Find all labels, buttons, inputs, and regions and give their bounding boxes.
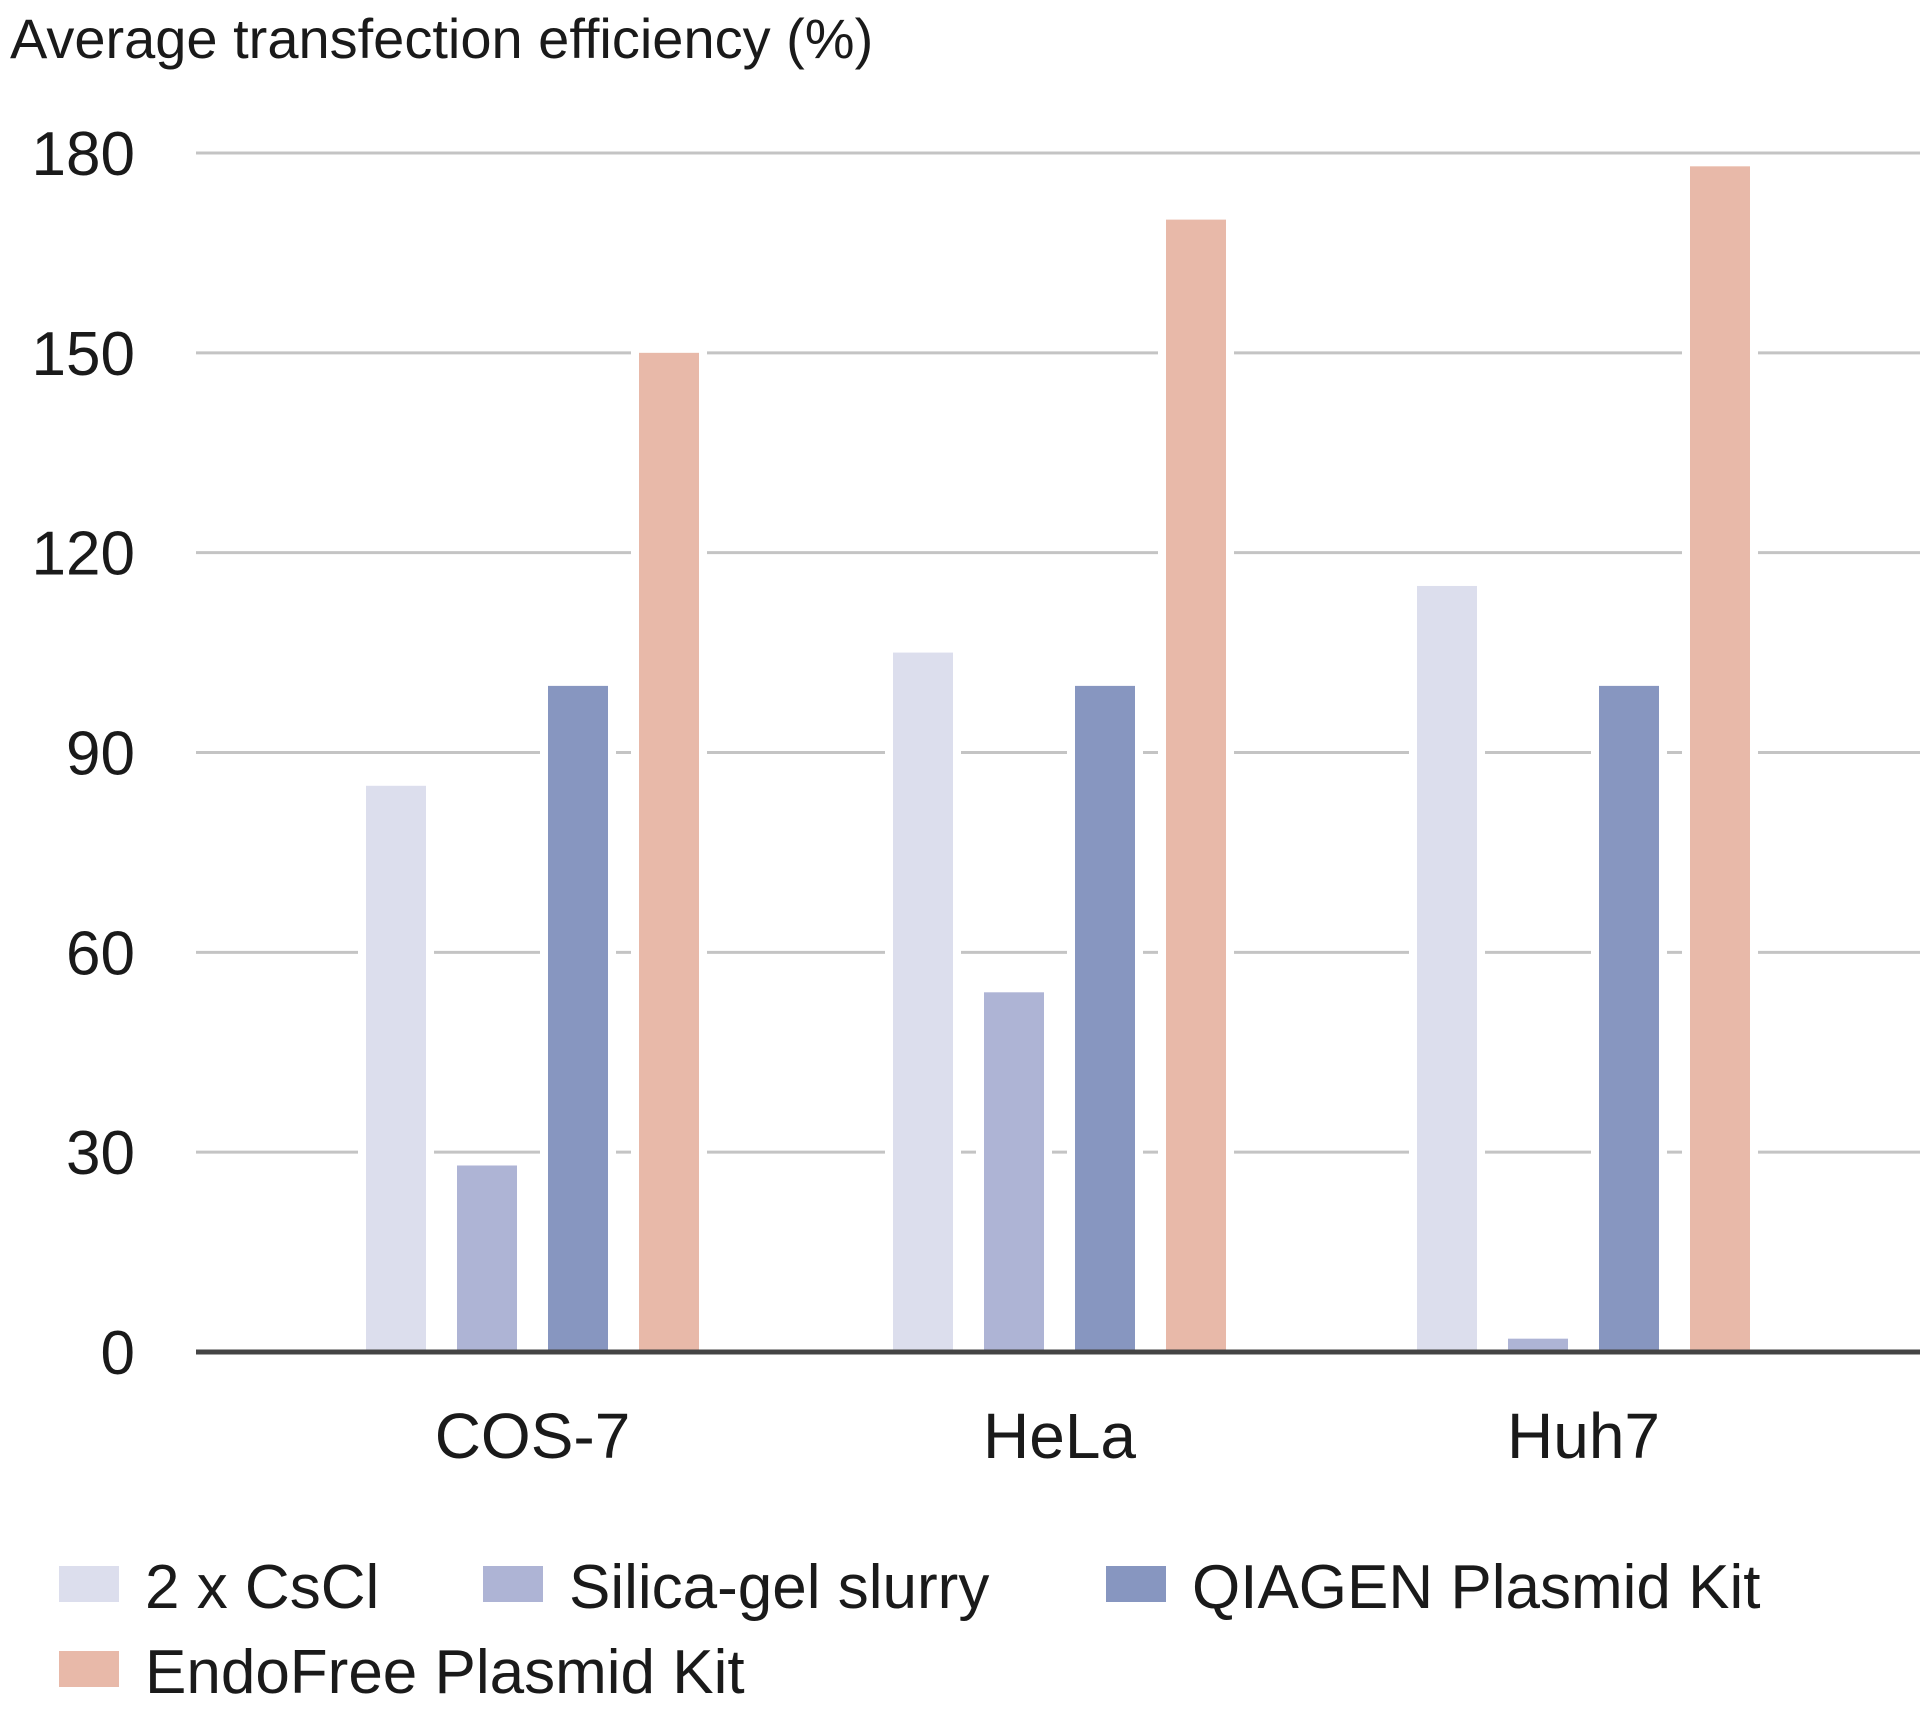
legend-swatch bbox=[483, 1566, 543, 1602]
category-label: COS-7 bbox=[435, 1400, 631, 1472]
y-tick-label: 60 bbox=[66, 919, 135, 988]
y-tick-label: 90 bbox=[66, 720, 135, 789]
y-tick-label: 180 bbox=[32, 120, 135, 189]
bar-hela-0 bbox=[893, 652, 953, 1352]
bar-hela-2 bbox=[1075, 685, 1135, 1352]
legend-swatch bbox=[59, 1651, 119, 1687]
bar-huh7-0 bbox=[1417, 585, 1477, 1352]
bar-hela-3 bbox=[1166, 219, 1226, 1353]
y-axis-label: Average transfection efficiency (%) bbox=[10, 7, 873, 70]
category-labels: COS-7 HeLa Huh7 bbox=[435, 1400, 1660, 1472]
bar-huh7-1 bbox=[1508, 1338, 1568, 1352]
y-tick-labels: 0 30 60 90 120 150 180 bbox=[32, 120, 135, 1388]
legend: 2 x CsCl Silica-gel slurry QIAGEN Plasmid … bbox=[59, 1553, 1760, 1707]
bar-cos-7-1 bbox=[457, 1165, 517, 1352]
bars bbox=[358, 160, 1758, 1353]
legend-label: EndoFree Plasmid Kit bbox=[145, 1638, 745, 1707]
y-tick-label: 0 bbox=[101, 1319, 135, 1388]
bar-cos-7-0 bbox=[366, 785, 426, 1352]
bar-huh7-3 bbox=[1690, 166, 1750, 1352]
y-tick-label: 30 bbox=[66, 1119, 135, 1188]
y-tick-label: 120 bbox=[32, 520, 135, 589]
category-label: Huh7 bbox=[1507, 1400, 1660, 1472]
y-tick-label: 150 bbox=[32, 320, 135, 389]
legend-swatch bbox=[59, 1566, 119, 1602]
bar-hela-1 bbox=[984, 992, 1044, 1352]
bar-cos-7-2 bbox=[548, 685, 608, 1352]
category-label: HeLa bbox=[983, 1400, 1136, 1472]
legend-swatch bbox=[1106, 1566, 1166, 1602]
legend-label: Silica-gel slurry bbox=[569, 1553, 989, 1622]
bar-huh7-2 bbox=[1599, 685, 1659, 1352]
legend-label: 2 x CsCl bbox=[145, 1553, 379, 1622]
bar-cos-7-3 bbox=[639, 352, 699, 1352]
legend-label: QIAGEN Plasmid Kit bbox=[1192, 1553, 1760, 1622]
